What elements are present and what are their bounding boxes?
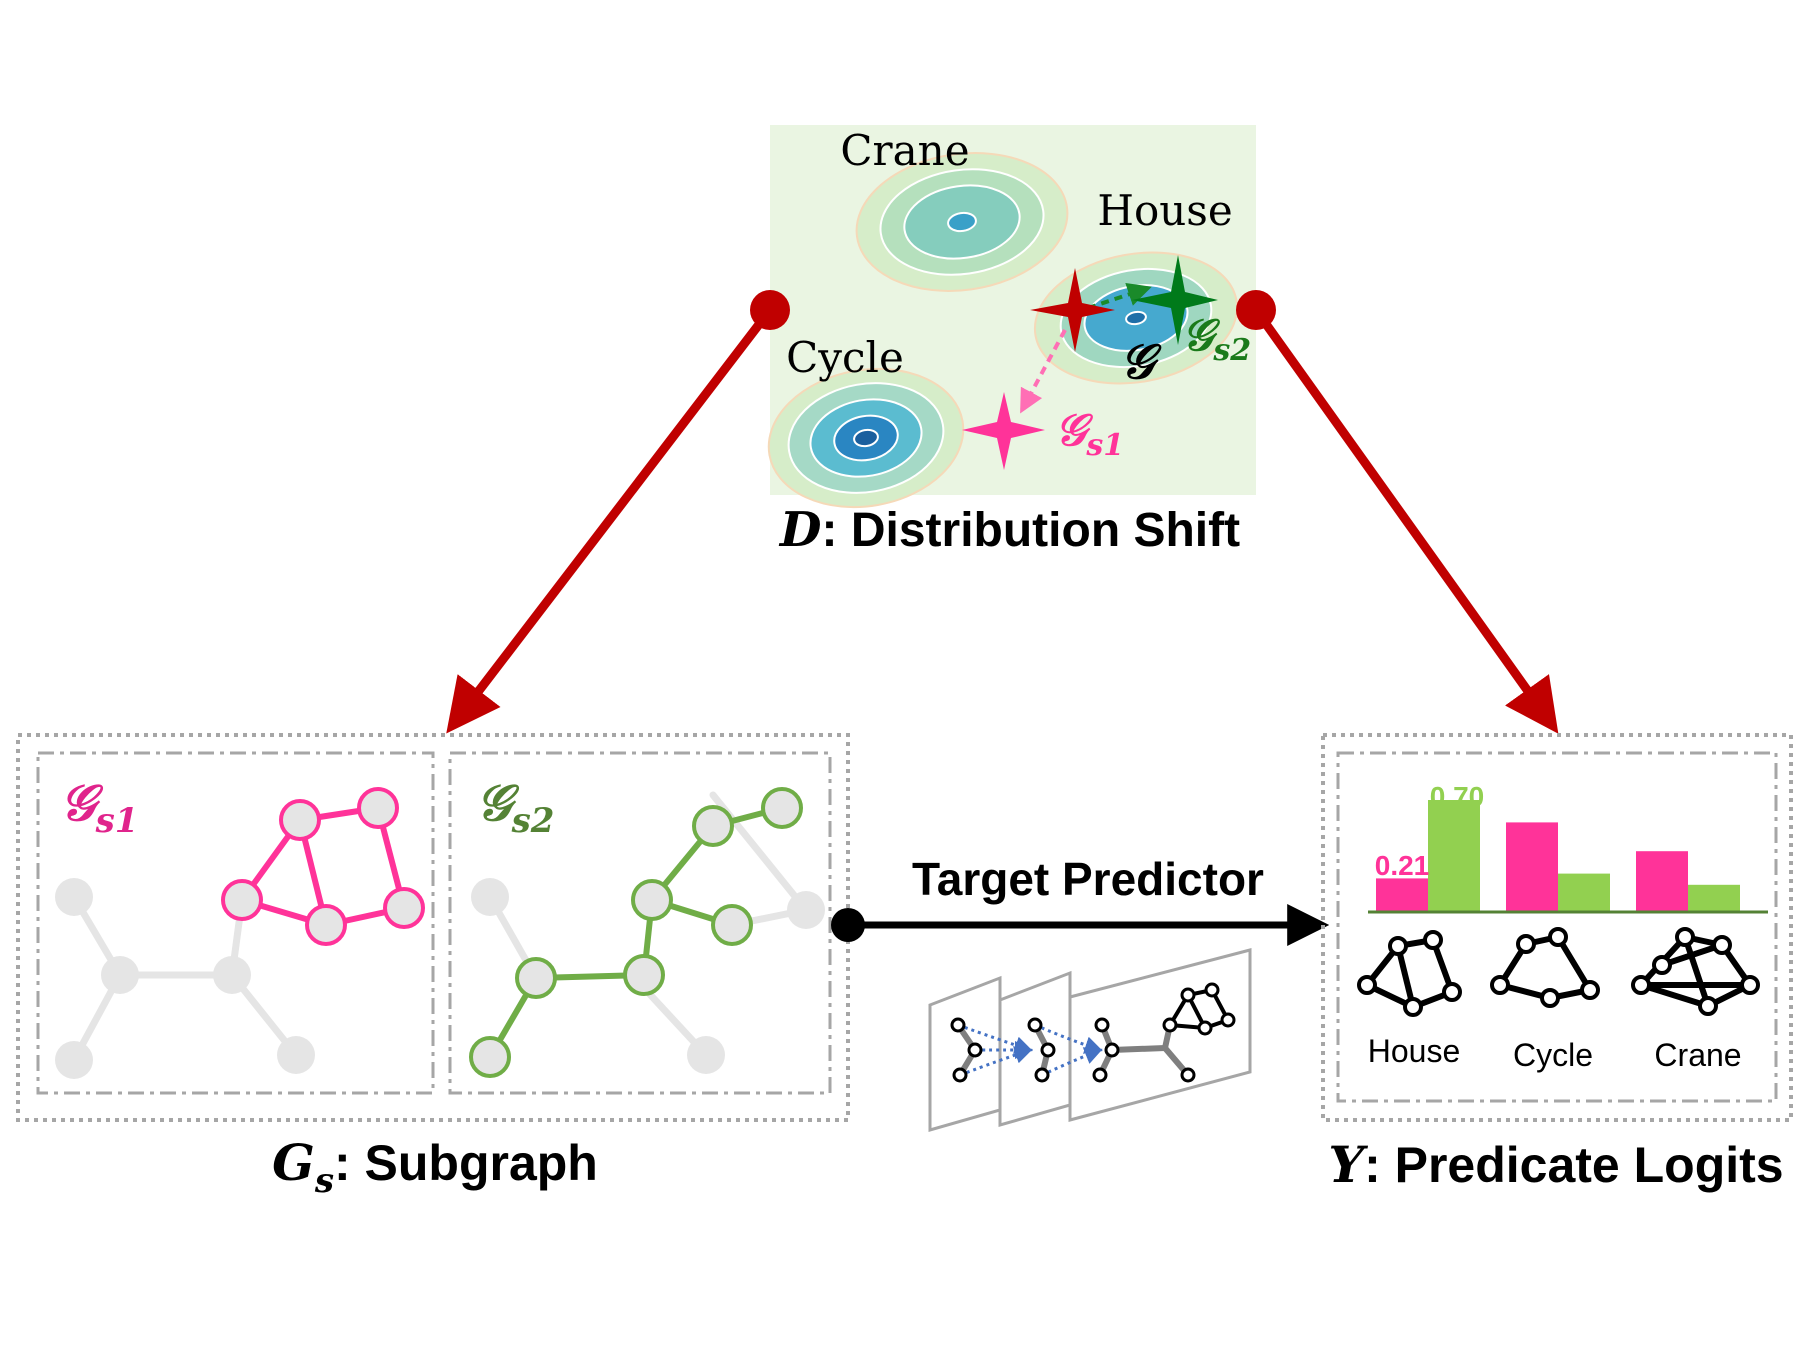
logits-caption: Y: Predicate Logits [1328, 1135, 1783, 1194]
gs1-star-icon [962, 392, 1045, 470]
gs1-panel-frame [36, 751, 435, 1095]
category-label-house: House [1368, 1033, 1461, 1069]
target-predictor: Target Predictor [831, 853, 1330, 1132]
house-label: House [1097, 186, 1232, 235]
predictor-label: Target Predictor [912, 853, 1264, 905]
green-value-label: 0.70 [1430, 781, 1485, 812]
bar-cycle-pink [1506, 822, 1558, 912]
arrow-d-to-logits [1252, 307, 1559, 734]
subgraph-section: 𝒢s1 [16, 733, 850, 1201]
bar-house-pink [1376, 878, 1428, 912]
bar-crane-green [1688, 884, 1740, 912]
bar-house-green [1428, 800, 1480, 912]
logits-outer-frame [1321, 733, 1793, 1122]
house-motif-icon [1362, 936, 1456, 1011]
gs1-graph [55, 787, 425, 1079]
gs2-star-icon [1132, 255, 1218, 345]
distribution-shift-panel: Crane House Cycle 𝒢 𝒢s2 𝒢s1 D: Distribut… [767, 125, 1256, 558]
gs2-panel-title: 𝒢s2 [476, 773, 554, 841]
gnn-layers-icon [928, 948, 1252, 1132]
logits-section: 0.21 0.70 House Cycle Crane Y: Predicate… [1321, 733, 1793, 1194]
crane-motif-icon [1635, 933, 1755, 1010]
category-label-crane: Crane [1654, 1037, 1741, 1073]
pink-value-label: 0.21 [1375, 850, 1430, 881]
cycle-motif-icon [1495, 933, 1595, 1002]
crane-cluster [855, 152, 1069, 292]
crane-label: Crane [840, 126, 969, 175]
gs2-graph [469, 787, 825, 1078]
subgraph-caption: Gs: Subgraph [272, 1133, 598, 1201]
bar-cycle-green [1558, 873, 1610, 912]
distribution-caption: D: Distribution Shift [778, 502, 1240, 558]
logits-inner-frame [1336, 751, 1778, 1103]
cycle-label: Cycle [786, 333, 904, 382]
causal-arrows [446, 290, 1559, 734]
logits-bar-chart [1376, 800, 1740, 912]
arrow-d-to-subgraph [446, 307, 774, 734]
gs1-panel-title: 𝒢s1 [60, 773, 138, 841]
category-label-cycle: Cycle [1513, 1037, 1593, 1073]
cycle-cluster [767, 367, 965, 509]
bar-crane-pink [1636, 851, 1688, 912]
gs2-panel-frame [448, 751, 832, 1095]
subgraph-outer-frame [16, 733, 850, 1122]
origin-graph-star-icon [1030, 268, 1115, 352]
shift-arrow-to-gs1 [1020, 329, 1067, 414]
shift-arrow-to-gs2 [1087, 282, 1152, 310]
motif-nodes [1357, 927, 1760, 1017]
